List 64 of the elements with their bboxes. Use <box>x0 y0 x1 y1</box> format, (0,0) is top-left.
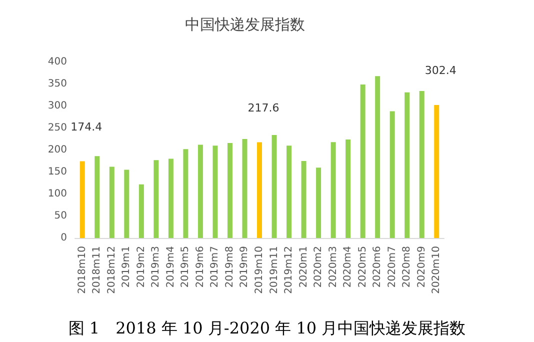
x-tick-label: 2020m8 <box>402 246 413 288</box>
bar <box>316 168 322 238</box>
x-tick-label: 2019m4 <box>165 246 176 288</box>
x-tick-label: 2020m5 <box>357 246 368 288</box>
y-tick-label: 0 <box>60 232 67 244</box>
caption: 图 1 2018 年 10 月-2020 年 10 月中国快递发展指数 <box>68 318 466 338</box>
data-label: 174.4 <box>70 120 102 134</box>
y-tick-label: 300 <box>48 100 67 112</box>
y-tick-label: 50 <box>54 210 67 222</box>
x-tick-label: 2020m1 <box>298 246 310 288</box>
y-tick-label: 400 <box>48 56 67 68</box>
bar <box>124 170 130 238</box>
bar <box>94 156 100 238</box>
data-label: 302.4 <box>424 64 456 77</box>
x-tick-label: 2018m11 <box>92 246 103 294</box>
bar <box>212 146 218 238</box>
x-tick-label: 2019m6 <box>194 246 206 288</box>
bar <box>419 91 424 238</box>
x-tick-label: 2019m3 <box>150 246 162 288</box>
bar <box>272 135 277 238</box>
bar <box>257 142 262 238</box>
bar <box>375 76 380 238</box>
x-tick-label: 2018m12 <box>106 246 118 294</box>
bar <box>242 139 248 238</box>
y-tick-label: 200 <box>48 144 67 156</box>
x-tick-label: 2019m2 <box>136 246 147 288</box>
bar <box>80 161 85 238</box>
y-tick-label: 150 <box>48 166 67 178</box>
y-tick-label: 250 <box>48 122 67 134</box>
x-tick-label: 2019m11 <box>268 246 280 294</box>
x-tick-label: 2019m12 <box>284 246 295 294</box>
x-tick-label: 2019m1 <box>121 246 132 288</box>
y-tick-label: 350 <box>48 78 67 90</box>
x-tick-label: 2020m9 <box>416 246 428 288</box>
bar <box>390 111 395 238</box>
x-tick-label: 2020m6 <box>372 246 384 288</box>
x-tick-label: 2019m10 <box>254 246 265 294</box>
bar <box>346 139 351 238</box>
x-tick-label: 2020m3 <box>328 246 339 288</box>
bar <box>154 160 159 238</box>
x-tick-label: 2018m10 <box>76 246 88 294</box>
bar <box>138 184 144 238</box>
bar <box>109 166 114 238</box>
bar <box>301 161 306 238</box>
bar <box>286 146 292 238</box>
bar <box>434 104 440 238</box>
x-tick-label: 2019m8 <box>224 246 236 288</box>
bar <box>198 144 203 238</box>
x-tick-label: 2020m2 <box>313 246 324 288</box>
x-tick-label: 2020m4 <box>342 246 354 288</box>
y-tick-label: 100 <box>48 188 67 200</box>
x-tick-label: 2019m7 <box>210 246 221 288</box>
bar <box>404 92 410 238</box>
data-label: 217.6 <box>248 101 280 114</box>
bar <box>330 142 336 238</box>
x-tick-label: 2019m5 <box>180 246 192 288</box>
bar <box>227 142 232 238</box>
bar <box>168 158 174 238</box>
x-tick-label: 2019m9 <box>239 246 250 288</box>
bar <box>360 84 366 238</box>
x-tick-label: 2020m7 <box>386 246 398 288</box>
chart-title: 中国快递发展指数 <box>185 16 305 34</box>
bar <box>183 149 188 238</box>
x-tick-label: 2020m10 <box>431 246 442 294</box>
